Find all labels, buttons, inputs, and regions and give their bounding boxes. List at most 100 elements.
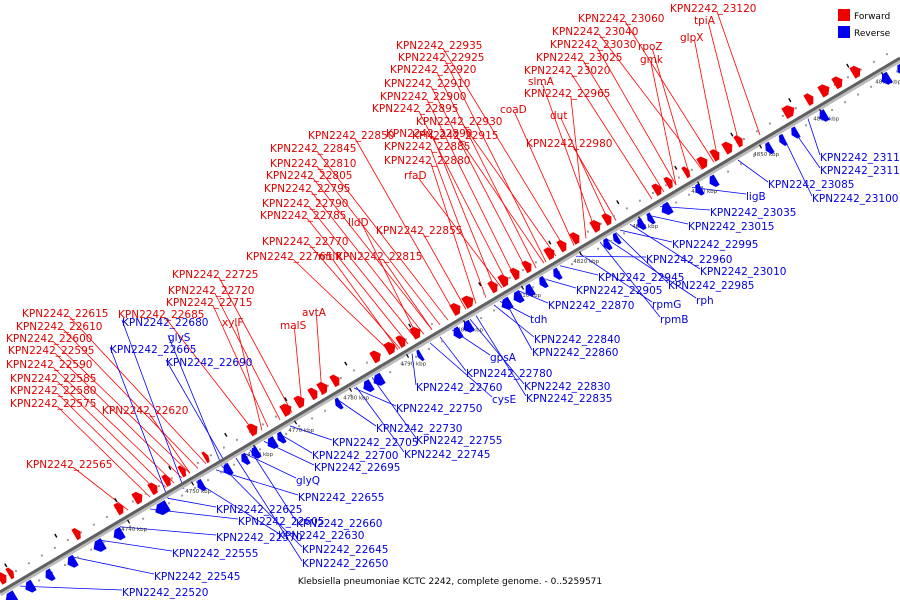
reverse-gene-label: KPN2242_22870: [548, 300, 634, 312]
axis-dot: [51, 571, 54, 574]
reverse-connector: [575, 255, 647, 258]
axis-dot: [794, 107, 797, 110]
reverse-connector: [167, 334, 223, 467]
axis-dot: [129, 525, 132, 528]
legend: Forward Reverse: [838, 9, 891, 39]
axis-shadow: [0, 57, 900, 597]
forward-connector: [306, 217, 409, 345]
reverse-connector: [119, 526, 217, 536]
axis-dot: [872, 60, 875, 63]
reverse-gene-arrow: [67, 554, 79, 568]
reverse-gene-arrow: [223, 462, 234, 476]
forward-connector: [650, 61, 677, 185]
forward-gene-arrow: [131, 491, 143, 505]
tick-mark: [127, 519, 131, 524]
reverse-connector: [167, 497, 217, 508]
reverse-gene-label: KPN2242_22695: [314, 462, 400, 474]
forward-gene-label: KPN2242_23040: [552, 26, 638, 38]
forward-connector: [596, 46, 677, 186]
axis-dot: [222, 446, 225, 449]
forward-gene-arrow: [663, 176, 673, 189]
axis-dot: [625, 207, 628, 210]
forward-gene-arrow: [409, 326, 421, 340]
forward-gene-label: KPN2242_22895: [372, 103, 458, 115]
feature-marker: [114, 497, 118, 503]
reverse-connector: [645, 214, 689, 225]
forward-gene-arrow: [161, 474, 171, 487]
axis-dot: [207, 479, 210, 482]
axis-dot: [259, 448, 262, 451]
reverse-gene-label: KPN2242_23035: [710, 207, 796, 219]
reverse-gene-label: KPN2242_22960: [646, 254, 732, 266]
feature-marker: [846, 63, 850, 68]
reverse-gene-arrow: [646, 212, 656, 225]
axis-dot: [142, 517, 145, 520]
forward-connector: [572, 145, 617, 221]
reverse-gene-arrow: [334, 397, 344, 410]
forward-connector: [52, 340, 191, 474]
forward-connector: [598, 33, 703, 170]
forward-gene-arrow: [369, 350, 381, 364]
reverse-connector: [439, 336, 467, 372]
tick-label: 4790 kbp: [400, 361, 426, 367]
reverse-gene-label: KPN2242_22760: [416, 382, 502, 394]
forward-gene-arrow: [709, 149, 720, 162]
axis-dot: [586, 230, 589, 233]
reverse-gene-arrow: [267, 436, 279, 450]
forward-connector: [624, 20, 715, 163]
reverse-connector: [493, 304, 535, 338]
axis-dot: [181, 494, 184, 497]
forward-gene-arrow: [177, 465, 187, 478]
forward-gene-label: KPN2242_22855: [376, 225, 462, 237]
reverse-gene-arrow: [709, 174, 720, 188]
reverse-connector: [619, 229, 673, 243]
forward-gene-arrow: [307, 387, 318, 401]
tick-label: 4810 kbp: [515, 293, 541, 299]
axis-dot: [844, 101, 847, 104]
axis-dot: [274, 415, 277, 418]
forward-gene-label: coaD: [500, 104, 527, 116]
reverse-connector: [371, 377, 417, 439]
axis-dot: [38, 579, 41, 582]
reverse-gene-arrow: [553, 267, 563, 280]
reverse-gene-arrow: [778, 134, 788, 147]
forward-gene-arrow: [509, 267, 520, 281]
connector-lines: [19, 10, 821, 591]
gene-arrows: [0, 63, 900, 600]
forward-connector: [430, 162, 477, 304]
forward-gene-arrow: [601, 213, 612, 226]
reverse-gene-label: KPN2242_22745: [404, 449, 490, 461]
axis-dot: [831, 108, 834, 111]
forward-gene-label: KPN2242_22880: [384, 155, 470, 167]
reverse-gene-arrow: [277, 431, 287, 444]
reverse-connector: [807, 118, 821, 156]
axis-dot: [885, 53, 888, 56]
axis-dot: [727, 170, 730, 173]
forward-gene-label: KPN2242_22720: [168, 285, 254, 297]
reverse-gene-label: KPN2242_22835: [526, 393, 612, 405]
axis-dot: [90, 548, 93, 551]
axis-dot: [168, 502, 171, 505]
axis-dot: [77, 556, 80, 559]
axis-dot: [350, 394, 353, 397]
forward-gene-arrow: [733, 135, 743, 148]
forward-gene-arrow: [696, 156, 708, 170]
reverse-gene-arrow: [25, 579, 37, 593]
reverse-connector: [69, 556, 155, 575]
reverse-connector: [235, 457, 303, 562]
forward-connector: [56, 380, 167, 488]
reverse-gene-label: KPN2242_22830: [524, 381, 610, 393]
forward-connector: [362, 224, 419, 339]
forward-connector: [652, 48, 691, 177]
reverse-gene-label: glyQ: [296, 475, 320, 487]
reverse-gene-arrow: [897, 63, 900, 74]
axis-dot: [651, 191, 654, 194]
reverse-gene-label: KPN2242_22570: [216, 532, 302, 544]
forward-gene-arrow: [569, 232, 580, 245]
legend-forward-swatch: [838, 9, 850, 21]
forward-connector: [694, 39, 719, 161]
reverse-gene-label: KPN2242_22755: [416, 435, 502, 447]
reverse-gene-arrow: [791, 126, 801, 139]
axis-dot: [194, 486, 197, 489]
axis-line: [0, 56, 900, 594]
